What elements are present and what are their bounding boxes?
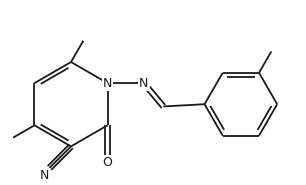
Text: N: N [40,169,50,182]
Text: N: N [139,77,148,90]
Text: N: N [103,77,112,90]
Text: O: O [103,156,112,169]
